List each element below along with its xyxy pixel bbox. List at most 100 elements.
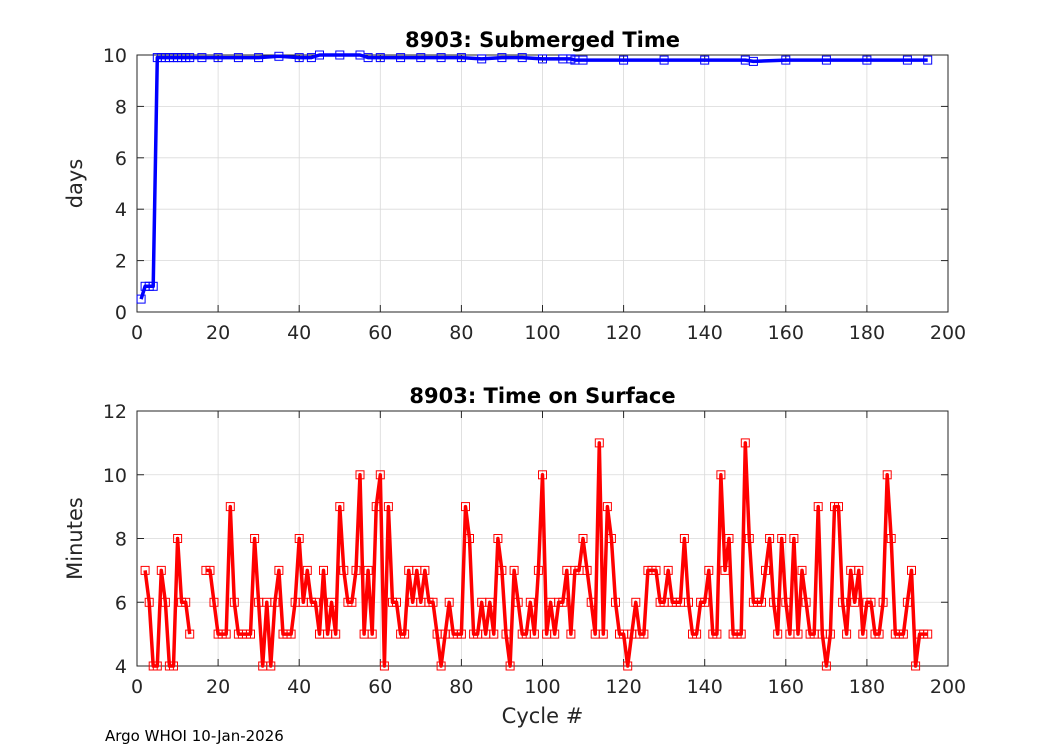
x-tick-label: 160: [768, 322, 804, 344]
data-point: [874, 629, 884, 639]
x-tick-label: 0: [131, 676, 143, 698]
y-axis-label: days: [63, 159, 87, 209]
data-point: [902, 597, 912, 607]
x-tick-label: 80: [449, 676, 473, 698]
series-line: [205, 441, 928, 668]
data-point: [525, 597, 535, 607]
data-point: [611, 597, 620, 607]
x-tick-label: 200: [930, 322, 966, 344]
data-point: [416, 53, 426, 63]
submerged-time-axes: 0 20 40 60 80 100 120 140 160 180 200 0 2 4 6 8 10 8903: …: [63, 28, 966, 344]
data-point: [878, 597, 888, 607]
data-point: [233, 53, 243, 63]
data-point: [907, 565, 916, 575]
data-point: [679, 534, 689, 543]
data-point: [185, 629, 195, 639]
data-point: [773, 629, 783, 639]
data-point: [513, 597, 523, 607]
data-point: [497, 565, 507, 575]
data-point: [477, 54, 487, 64]
surface-time-axes: 0 20 40 60 80 100 120 140 160 180 200 4 6 8 10 12 8903: …: [63, 384, 966, 728]
data-point: [858, 629, 868, 639]
data-point: [436, 661, 446, 671]
data-point: [757, 597, 766, 607]
data-point: [436, 53, 446, 63]
data-point: [302, 565, 312, 575]
data-point: [923, 55, 933, 65]
y-tick-label: 4: [115, 656, 127, 678]
x-tick-label: 180: [849, 322, 885, 344]
data-point: [456, 53, 466, 63]
data-point: [420, 565, 430, 575]
data-point: [254, 53, 264, 63]
data-point: [181, 597, 191, 607]
data-point: [651, 565, 661, 575]
data-point: [606, 534, 616, 543]
data-point: [144, 597, 154, 607]
data-point: [862, 55, 872, 65]
data-point: [148, 281, 158, 291]
data-point: [363, 53, 373, 63]
data-point: [724, 534, 734, 543]
data-point: [493, 534, 503, 543]
data-point: [246, 629, 255, 639]
data-point: [781, 597, 791, 607]
data-point: [375, 53, 385, 63]
data-point: [315, 50, 324, 60]
data-point: [169, 661, 178, 671]
chart-title: 8903: Submerged Time: [405, 28, 680, 52]
data-point: [748, 56, 758, 66]
data-point: [736, 629, 746, 639]
data-point: [692, 629, 702, 639]
y-tick-label: 6: [115, 148, 127, 170]
data-point: [274, 565, 284, 575]
data-point: [797, 565, 807, 575]
data-point: [355, 470, 365, 480]
data-point: [335, 50, 345, 60]
x-tick-label: 0: [131, 322, 143, 344]
y-tick-label: 8: [115, 529, 127, 551]
x-tick-label: 140: [687, 322, 723, 344]
data-point: [704, 565, 714, 575]
data-point: [533, 565, 543, 575]
data-point: [882, 470, 892, 480]
x-tick-label: 40: [287, 676, 311, 698]
data-point: [720, 565, 730, 575]
x-tick-label: 60: [368, 676, 392, 698]
data-point: [631, 597, 641, 607]
data-point: [335, 502, 345, 512]
data-point: [221, 629, 231, 639]
data-point: [602, 502, 612, 512]
data-point: [821, 55, 831, 65]
x-tick-label: 120: [605, 322, 641, 344]
data-point: [834, 502, 843, 512]
data-point: [140, 565, 150, 575]
data-point: [497, 53, 507, 63]
data-point: [351, 565, 361, 575]
data-point: [310, 597, 320, 607]
data-point: [777, 534, 787, 543]
data-point: [367, 629, 377, 639]
data-point: [761, 565, 770, 575]
data-point: [821, 661, 831, 671]
data-point: [623, 661, 633, 671]
x-tick-label: 120: [605, 676, 641, 698]
data-point: [700, 55, 710, 65]
data-point: [250, 534, 260, 543]
data-point: [489, 629, 499, 639]
data-point: [850, 597, 860, 607]
y-tick-label: 8: [115, 96, 127, 118]
data-point: [225, 502, 235, 512]
series-line: [143, 536, 192, 668]
data-point: [383, 502, 393, 512]
data-point: [331, 629, 341, 639]
x-tick-label: 160: [768, 676, 804, 698]
data-point: [663, 565, 673, 575]
data-point: [501, 629, 511, 639]
data-point: [209, 597, 219, 607]
data-point: [886, 534, 896, 543]
data-point: [578, 534, 588, 543]
data-point: [684, 597, 693, 607]
footer-text: Argo WHOI 10-Jan-2026: [105, 727, 284, 745]
